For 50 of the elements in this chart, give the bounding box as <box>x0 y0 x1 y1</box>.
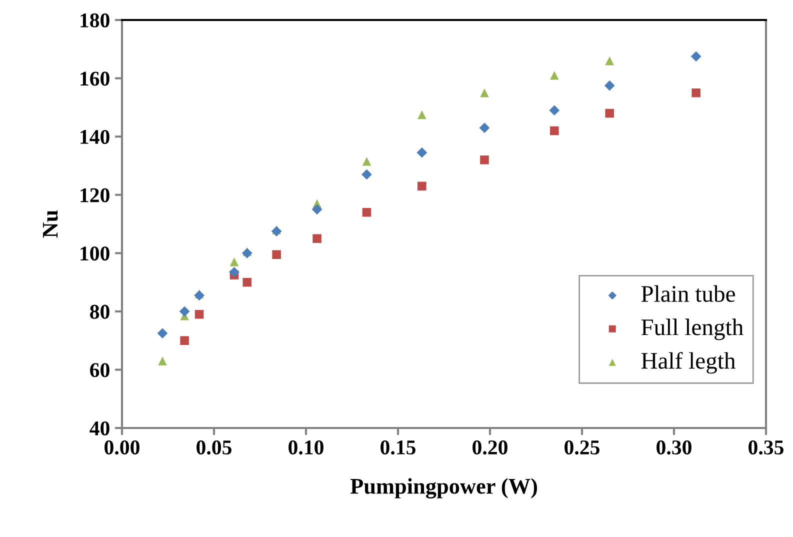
point <box>418 110 426 120</box>
point <box>480 155 489 164</box>
point <box>362 169 372 180</box>
point <box>479 122 490 134</box>
point <box>157 328 168 338</box>
point <box>242 278 252 287</box>
point <box>604 80 615 91</box>
point <box>480 88 489 98</box>
x-tick-label: 0.25 <box>564 440 600 455</box>
point <box>605 56 614 66</box>
y-tick-label: 60 <box>90 363 110 378</box>
x-tick-label: 0.00 <box>104 440 140 455</box>
point <box>312 204 322 215</box>
point <box>692 88 700 98</box>
y-tick-label: 140 <box>80 130 110 144</box>
x-tick-label: 0.20 <box>472 440 508 455</box>
y-tick-label: 40 <box>90 421 110 436</box>
point <box>549 105 560 116</box>
y-tick-label: 180 <box>80 13 110 28</box>
x-tick-label: 0.30 <box>656 440 692 455</box>
point <box>179 306 190 317</box>
x-tick-label: 0.35 <box>748 440 784 455</box>
legend-label: Full length <box>641 318 744 340</box>
legend-label: Half legth <box>641 352 736 374</box>
y-tick-label: 120 <box>80 188 110 202</box>
x-axis-title: Pumpingpower (W) <box>350 478 537 498</box>
y-axis-title: Nu <box>42 210 58 238</box>
x-tick-label: 0.15 <box>380 440 416 455</box>
point <box>194 290 204 301</box>
point <box>229 266 240 278</box>
point <box>194 310 204 319</box>
point <box>418 182 426 191</box>
point <box>605 108 614 118</box>
y-tick-label: 160 <box>80 72 110 86</box>
y-tick-label: 80 <box>90 304 110 319</box>
point <box>158 356 167 366</box>
x-tick-label: 0.10 <box>288 440 324 455</box>
point <box>362 156 372 166</box>
point <box>230 257 239 266</box>
point <box>272 250 281 259</box>
point <box>362 208 372 217</box>
point <box>550 70 559 80</box>
x-tick-label: 0.05 <box>196 440 232 455</box>
point <box>416 147 428 158</box>
legend-label: Plain tube <box>641 285 735 302</box>
point <box>180 336 189 345</box>
point <box>312 234 322 243</box>
y-tick-label: 100 <box>80 246 110 261</box>
point <box>550 126 559 136</box>
point <box>690 51 702 62</box>
